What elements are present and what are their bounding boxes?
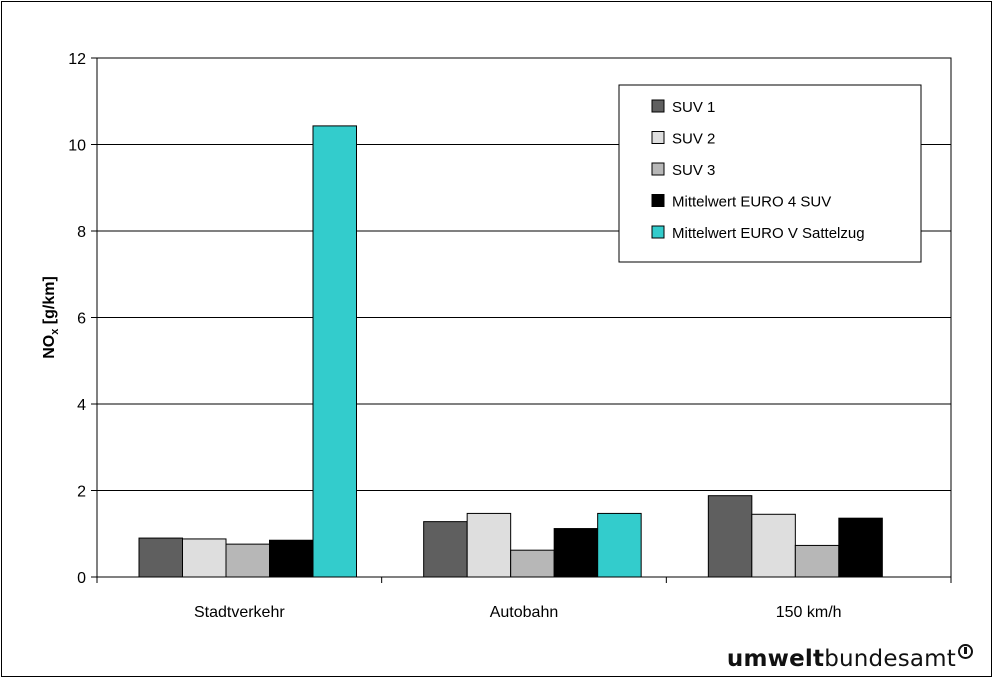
y-tick-label: 0 — [77, 570, 86, 587]
legend-label: SUV 2 — [672, 131, 715, 148]
legend-label: SUV 1 — [672, 99, 715, 116]
y-tick-label: 4 — [77, 397, 86, 414]
legend-swatch — [651, 194, 665, 207]
bar — [312, 125, 357, 578]
x-tick-label: 150 km/h — [776, 604, 842, 621]
x-tick-label: Autobahn — [490, 604, 559, 621]
bar — [751, 513, 796, 578]
bar — [269, 539, 314, 578]
logo-mark-icon — [958, 644, 973, 659]
legend-label: Mittelwert EURO V Sattelzug — [672, 225, 865, 242]
y-tick-label: 6 — [77, 311, 86, 328]
legend-box — [618, 84, 922, 263]
bar — [510, 549, 555, 578]
y-tick-label: 10 — [68, 138, 86, 155]
legend-label: Mittelwert EURO 4 SUV — [672, 194, 831, 211]
x-tick-label: Stadtverkehr — [194, 604, 285, 621]
legend-label: SUV 3 — [672, 162, 715, 179]
bar — [794, 544, 840, 578]
y-axis-label: NOx [g/km] — [41, 276, 61, 359]
legend-swatch — [651, 225, 665, 239]
logo-regular-text: bundesamt — [824, 646, 956, 672]
legend-swatch — [651, 162, 665, 176]
bar — [182, 538, 227, 578]
logo-bold-text: umwelt — [726, 646, 825, 672]
bar — [423, 521, 468, 578]
bar — [138, 537, 183, 578]
bar — [707, 495, 753, 578]
y-tick-label: 8 — [77, 224, 86, 241]
y-tick-label: 12 — [68, 51, 86, 68]
bar — [466, 512, 512, 578]
legend-swatch — [651, 131, 665, 144]
bar — [597, 512, 642, 578]
bar — [838, 517, 883, 578]
bar — [225, 543, 270, 578]
bar — [553, 528, 599, 578]
legend-swatch — [651, 99, 665, 113]
y-tick-label: 2 — [77, 484, 86, 501]
umweltbundesamt-logo: umweltbundesamt — [726, 644, 973, 676]
